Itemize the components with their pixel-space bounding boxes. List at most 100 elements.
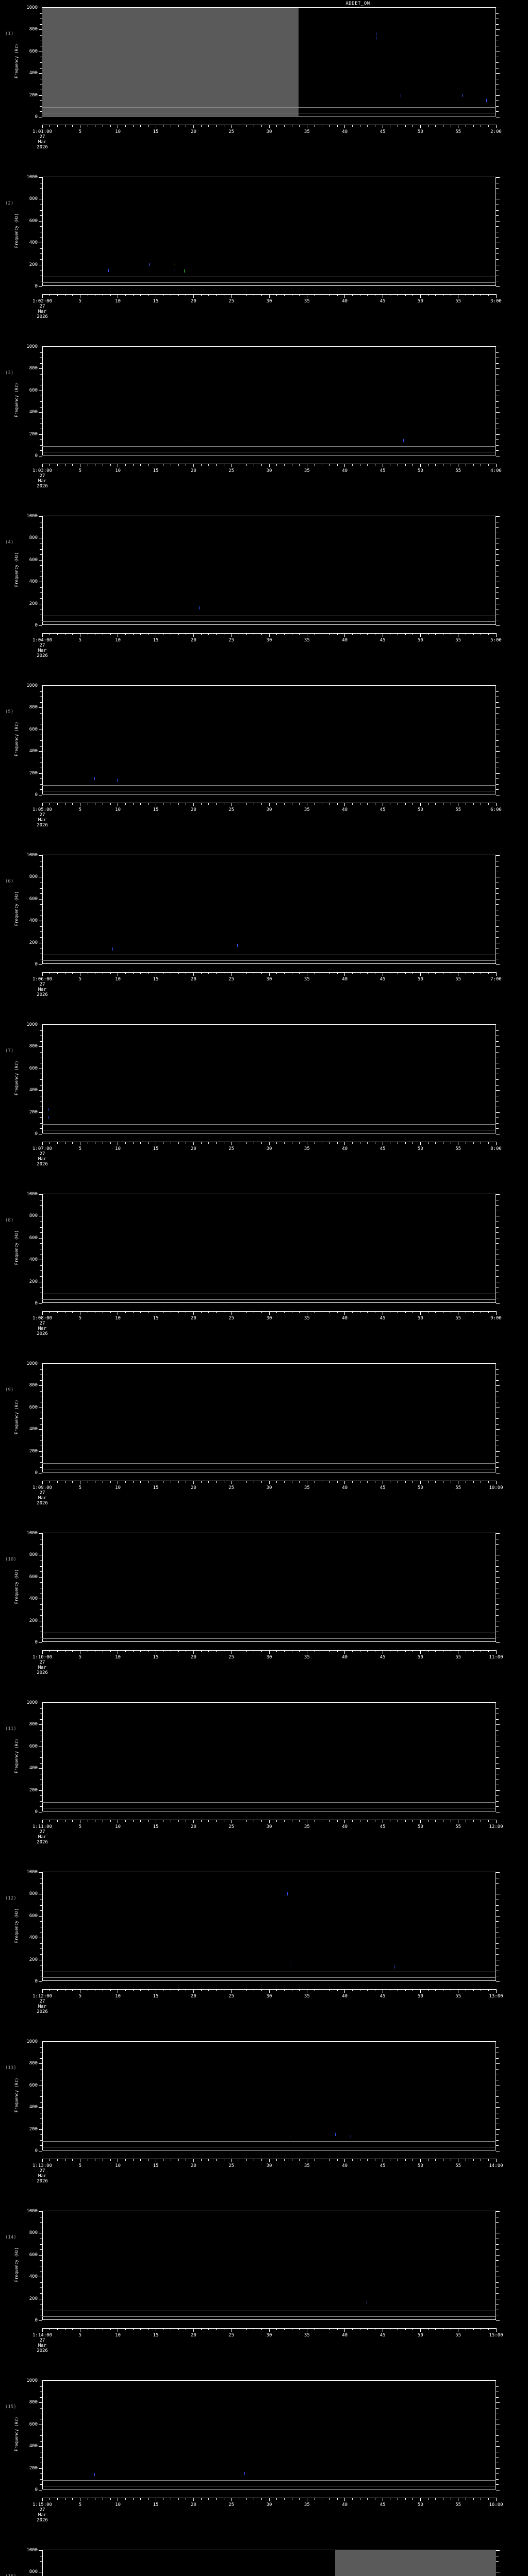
y-major-tick [39,2211,42,2212]
y-tick-label: 200 [29,601,38,606]
x-minor-tick [208,1650,209,1652]
x-minor-tick [261,125,262,127]
x-minor-tick [216,1820,217,1822]
y-minor-tick [40,789,42,790]
x-major-tick [42,464,43,467]
x-tick-label: 45 [380,638,386,643]
x-minor-tick [488,1142,489,1144]
y-axis-label: Frequency (Hz) [14,552,19,587]
y-major-tick-right [496,1046,500,1047]
y-minor-tick [40,2140,42,2141]
x-minor-tick [276,633,277,635]
x-minor-tick [246,294,247,296]
x-minor-tick [412,633,414,635]
y-minor-tick-right [496,1604,499,1605]
y-tick-label: 600 [29,1065,38,1071]
x-major-tick [344,1311,345,1315]
panel-row-label: (5) [5,709,14,715]
panel-row-label: (14) [5,2234,16,2240]
x-minor-tick [178,633,179,635]
x-minor-tick [435,633,436,635]
y-major-tick [39,1533,42,1534]
x-date-line: 2026 [37,1331,48,1336]
x-minor-tick [405,1820,406,1822]
x-tick-label: 30 [266,1655,272,1660]
x-minor-tick [246,1481,247,1483]
y-minor-tick-right [496,2293,499,2294]
y-minor-tick [40,2145,42,2146]
x-minor-tick [473,2498,474,2500]
y-minor-tick-right [496,1232,499,1233]
x-tick-label: 20 [190,1316,196,1321]
x-minor-tick [178,972,179,974]
x-minor-tick [72,1481,73,1483]
y-minor-tick-right [496,2282,499,2283]
y-tick-label: 200 [29,92,38,98]
y-minor-tick-right [496,1948,499,1950]
x-minor-tick [352,1650,353,1652]
x-minor-tick [329,1481,330,1483]
panel-row-label: (1) [5,31,14,37]
y-minor-tick-right [496,1462,499,1463]
y-major-tick [39,2402,42,2403]
x-minor-tick [352,464,353,466]
y-minor-tick-right [496,565,499,566]
y-minor-tick-right [496,893,499,894]
y-minor-tick [40,1467,42,1468]
x-tick-label: 15 [153,129,159,134]
y-tick-label: 200 [29,2296,38,2301]
x-tick-label: 10 [115,299,121,304]
x-tick-label: 40 [342,1824,348,1829]
x-minor-tick [299,1989,300,1991]
x-tick-label: 30 [266,1994,272,1999]
x-minor-tick [435,1481,436,1483]
y-tick-label: 0 [35,1131,38,1137]
y-major-tick-right [496,1238,500,1239]
spectrogram-panel: (16)Frequency (Hz)020040060080010001:16:… [0,2548,528,2576]
x-tick-label: 25 [228,977,235,982]
x-major-tick [231,972,232,976]
y-minor-tick [40,2397,42,2398]
y-tick-label: 1000 [26,1361,38,1366]
x-tick-label: 35 [304,638,310,643]
y-minor-tick-right [496,226,499,227]
y-major-tick-right [496,707,500,708]
y-major-tick-right [496,177,500,178]
x-tick-label: 40 [342,1994,348,1999]
y-minor-tick-right [496,1910,499,1911]
x-minor-tick [261,1142,262,1144]
x-minor-tick [208,633,209,635]
panel-row-label: (11) [5,1726,16,1732]
y-major-tick [39,773,42,774]
x-minor-tick [133,125,134,127]
x-minor-tick [110,1989,111,1991]
x-end-time-label: 9:00 [490,1316,502,1321]
y-minor-tick-right [496,1391,499,1392]
x-minor-tick [140,633,141,635]
x-minor-tick [473,1820,474,1822]
x-major-tick [496,125,497,128]
y-major-tick-right [496,1642,500,1643]
y-axis-label: Frequency (Hz) [14,213,19,248]
x-major-tick [42,972,43,976]
x-date-line: 27 [39,1829,45,1835]
y-minor-tick-right [496,352,499,353]
x-date-line: Mar [38,1835,47,1840]
y-minor-tick [40,248,42,249]
